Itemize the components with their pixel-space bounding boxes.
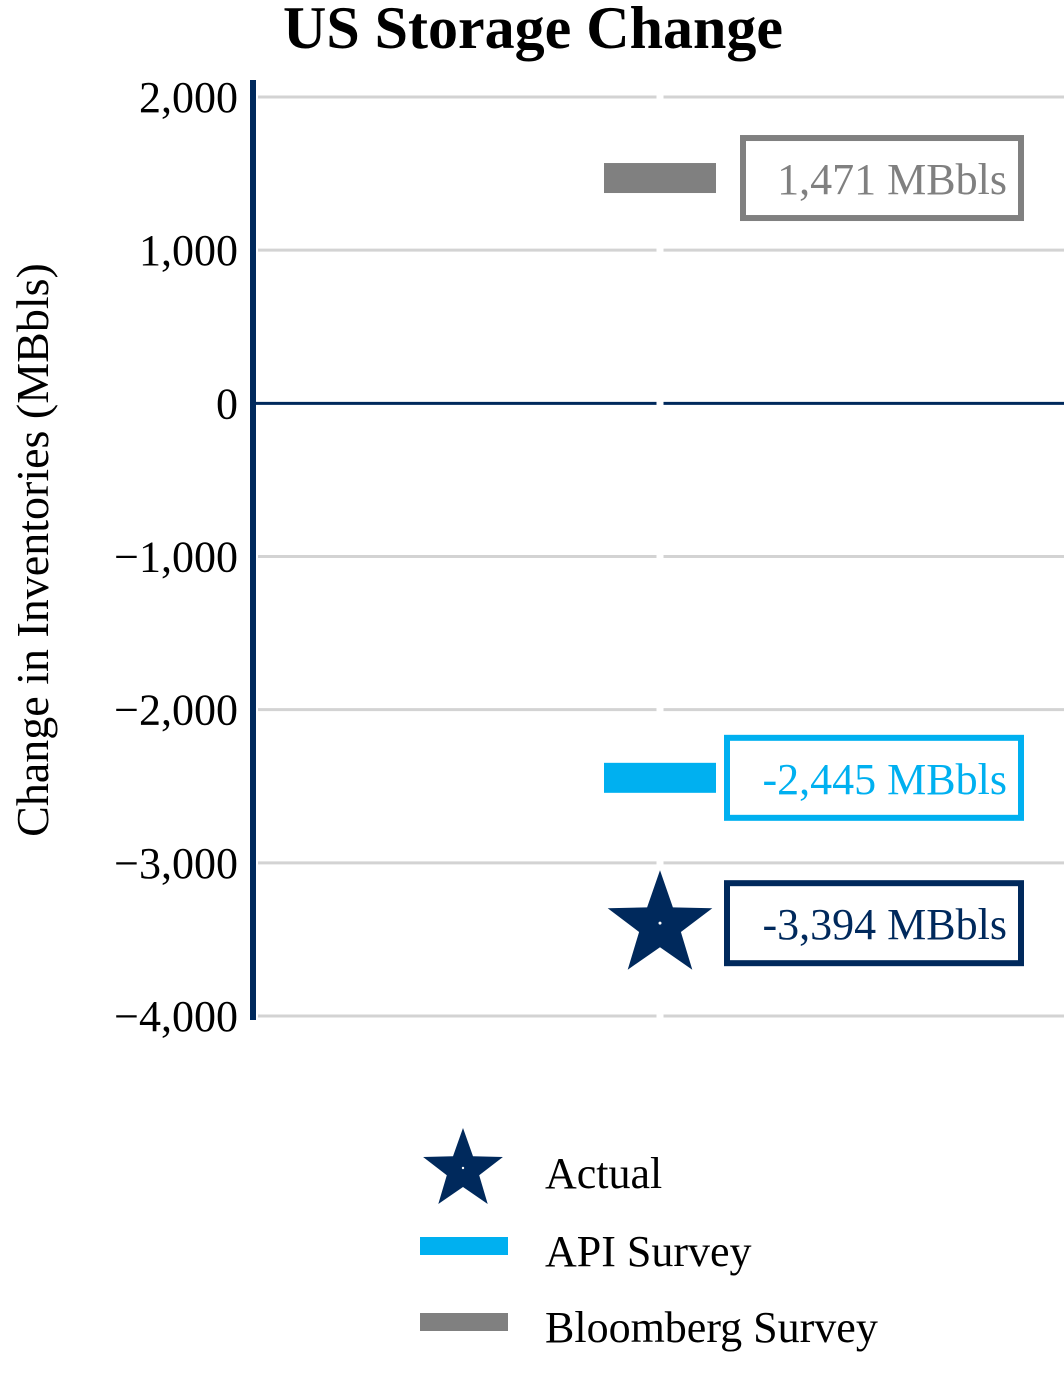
legend-actual-star-center (461, 1166, 465, 1170)
y-tick-label: 1,000 (139, 226, 238, 275)
api-survey-data-label-box (724, 734, 1024, 821)
bloomberg-survey-bar-marker (604, 163, 716, 194)
chart-title: US Storage Change (283, 0, 783, 61)
bloomberg-survey-data-label: 1,471 MBbls (777, 155, 1007, 204)
y-tick-label: 0 (216, 379, 238, 428)
legend-api-survey-label: API Survey (545, 1227, 752, 1276)
legend-bloomberg-survey-swatch (420, 1313, 508, 1331)
actual-star-marker (607, 870, 713, 970)
api-survey-bar-marker (604, 762, 716, 793)
y-tick-label: −4,000 (114, 992, 238, 1041)
y-tick-label: −1,000 (114, 533, 238, 582)
actual-data-label: -3,394 MBbls (763, 900, 1007, 949)
legend-bloomberg-survey-label: Bloomberg Survey (545, 1303, 878, 1352)
legend-api-survey-swatch (420, 1237, 508, 1255)
actual-data-label-box (724, 880, 1024, 967)
y-tick-label: −3,000 (114, 839, 238, 888)
bloomberg-survey-data-label-box (740, 135, 1024, 222)
api-survey-data-label: -2,445 MBbls (763, 755, 1007, 804)
y-tick-label: −2,000 (114, 686, 238, 735)
y-axis-label: Change in Inventories (MBbls) (7, 263, 58, 837)
legend-actual-label: Actual (545, 1149, 662, 1198)
legend-actual-star-icon (423, 1128, 503, 1204)
y-tick-label: 2,000 (139, 73, 238, 122)
actual-star-center (658, 921, 662, 925)
